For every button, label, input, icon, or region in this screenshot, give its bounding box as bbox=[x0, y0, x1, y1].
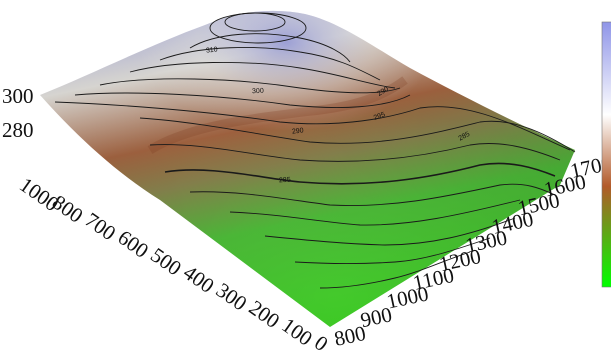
contour-line bbox=[139, 117, 576, 153]
contour-label: 295 bbox=[373, 111, 386, 122]
contour-line bbox=[159, 47, 381, 81]
contour-line bbox=[74, 92, 411, 108]
left-tick-label: 100 bbox=[277, 313, 317, 351]
contour-line bbox=[189, 33, 351, 63]
left-tick-label: 600 bbox=[113, 225, 153, 263]
contour-label: 290 bbox=[292, 127, 304, 135]
contour-line bbox=[54, 101, 571, 151]
z-tick-label: 280 bbox=[2, 118, 34, 142]
contour-lines bbox=[54, 12, 576, 289]
contour-line bbox=[164, 162, 556, 185]
left-tick-label: 700 bbox=[81, 208, 121, 246]
ridge-shadow bbox=[147, 76, 408, 154]
contour-label: 300 bbox=[252, 88, 264, 96]
contour-label: 285 bbox=[279, 177, 291, 185]
contour-line bbox=[319, 251, 471, 289]
contour-line bbox=[129, 61, 396, 89]
contour-line bbox=[294, 237, 491, 264]
contour-label: 310 bbox=[206, 46, 218, 54]
contour-line bbox=[149, 143, 561, 162]
contour-line bbox=[189, 183, 556, 206]
left-tick-label: 300 bbox=[212, 278, 252, 316]
left-tick-label: 500 bbox=[146, 243, 186, 281]
contour-line bbox=[229, 199, 521, 226]
contour-line bbox=[264, 217, 516, 246]
left-tick-label: 200 bbox=[245, 295, 285, 333]
z-tick-label: 300 bbox=[2, 84, 34, 108]
contour-line bbox=[209, 12, 307, 44]
left-tick-label: 400 bbox=[179, 260, 219, 298]
colorbar-frame bbox=[601, 21, 611, 288]
contour-label: 285 bbox=[457, 131, 471, 143]
surface-shading bbox=[40, 10, 575, 328]
colorbar bbox=[602, 22, 611, 287]
contour-line bbox=[99, 78, 401, 94]
